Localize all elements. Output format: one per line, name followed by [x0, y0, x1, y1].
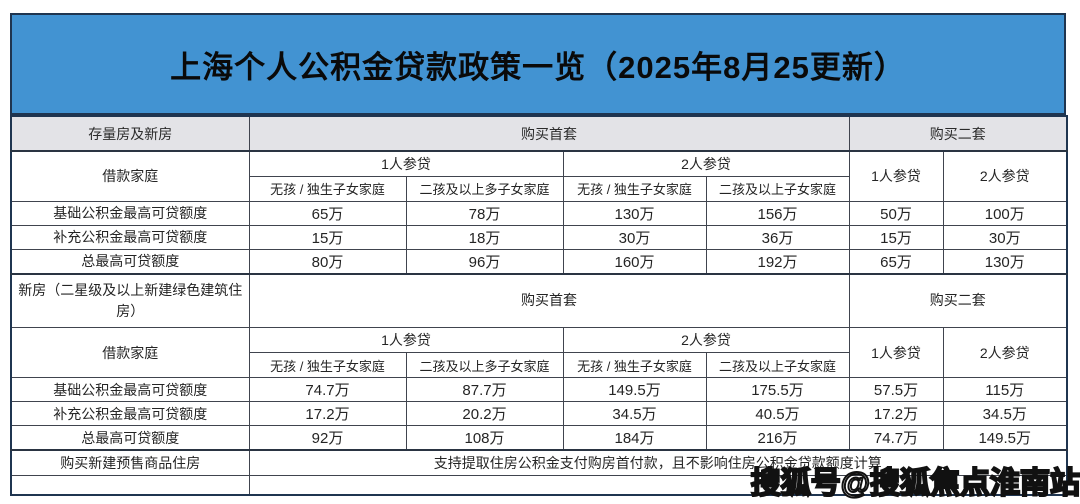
value-cell: 149.5万: [942, 425, 1068, 451]
family-type-cell: 无孩 / 独生子女家庭: [248, 175, 407, 202]
table-row: 无孩 / 独生子女家庭 二孩及以上多子女家庭 无孩 / 独生子女家庭 二孩及以上…: [11, 175, 1067, 202]
value-cell: 130万: [562, 200, 707, 226]
value-cell: 50万: [848, 200, 944, 226]
row-label-cell: 补充公积金最高可贷额度: [10, 224, 250, 250]
one-person-cell: 1人参贷: [848, 327, 944, 378]
family-type-cell: 无孩 / 独生子女家庭: [562, 175, 707, 202]
table-row: 补充公积金最高可贷额度 17.2万 20.2万 34.5万 40.5万 17.2…: [10, 401, 1068, 426]
table-row: 购买新建预售商品住房 支持提取住房公积金支付购房首付款，且不影响住房公积金贷款额…: [10, 449, 1068, 476]
value-cell: 74.7万: [248, 377, 407, 402]
value-cell: 96万: [405, 248, 564, 274]
borrower-cell: 借款家庭: [10, 327, 250, 378]
value-cell: 57.5万: [848, 377, 944, 402]
value-cell: 87.7万: [405, 377, 564, 402]
value-cell: 184万: [562, 425, 707, 451]
page-title: 上海个人公积金贷款政策一览（2025年8月25更新）: [10, 13, 1066, 115]
two-person-cell: 2人参贷: [942, 327, 1068, 378]
one-person-cell: 1人参贷: [248, 150, 564, 177]
row-label-cell: 基础公积金最高可贷额度: [10, 200, 250, 226]
presale-label-cell: 购买新建预售商品住房: [10, 449, 250, 476]
value-cell: 192万: [705, 248, 850, 274]
two-person-cell: 2人参贷: [562, 150, 850, 177]
table-row: 无孩 / 独生子女家庭 二孩及以上多子女家庭 无孩 / 独生子女家庭 二孩及以上…: [11, 352, 1067, 378]
empty-cell: [248, 474, 1068, 496]
value-cell: 36万: [705, 224, 850, 250]
value-cell: 40.5万: [705, 401, 850, 426]
table-row: 借款家庭 1人参贷 2人参贷 1人参贷 2人参贷: [10, 150, 1068, 202]
value-cell: 30万: [562, 224, 707, 250]
buy-first-header-cell: 购买首套: [248, 115, 850, 152]
value-cell: 78万: [405, 200, 564, 226]
value-cell: 108万: [405, 425, 564, 451]
table-row: 存量房及新房 购买首套 购买二套: [10, 115, 1068, 152]
value-cell: 17.2万: [848, 401, 944, 426]
value-cell: 34.5万: [942, 401, 1068, 426]
value-cell: 156万: [705, 200, 850, 226]
policy-table: 存量房及新房 购买首套 购买二套 借款家庭 1人参贷 2人参贷 1人参贷 2人参…: [10, 115, 1068, 496]
one-person-cell: 1人参贷: [848, 150, 944, 202]
family-type-cell: 无孩 / 独生子女家庭: [562, 352, 707, 378]
value-cell: 30万: [942, 224, 1068, 250]
value-cell: 100万: [942, 200, 1068, 226]
value-cell: 20.2万: [405, 401, 564, 426]
buy-second-header-cell: 购买二套: [848, 272, 1068, 328]
value-cell: 115万: [942, 377, 1068, 402]
table-row: 新房（二星级及以上新建绿色建筑住房） 购买首套 购买二套: [10, 272, 1068, 328]
two-person-cell: 2人参贷: [942, 150, 1068, 202]
family-type-cell: 二孩及以上多子女家庭: [405, 175, 564, 202]
table-row: 借款家庭 1人参贷 2人参贷 1人参贷 2人参贷: [10, 327, 1068, 378]
table-row: 基础公积金最高可贷额度 74.7万 87.7万 149.5万 175.5万 57…: [10, 377, 1068, 402]
two-person-cell: 2人参贷: [562, 327, 850, 353]
table-row: 总最高可贷额度 92万 108万 184万 216万 74.7万 149.5万: [10, 425, 1068, 451]
family-type-cell: 二孩及以上多子女家庭: [405, 352, 564, 378]
table-row: 补充公积金最高可贷额度 15万 18万 30万 36万 15万 30万: [10, 224, 1068, 250]
family-type-cell: 二孩及以上子女家庭: [705, 352, 850, 378]
empty-cell: [10, 474, 250, 496]
family-type-cell: 二孩及以上子女家庭: [705, 175, 850, 202]
value-cell: 130万: [942, 248, 1068, 274]
section1-header-cell: 存量房及新房: [10, 115, 250, 152]
value-cell: 149.5万: [562, 377, 707, 402]
value-cell: 80万: [248, 248, 407, 274]
value-cell: 216万: [705, 425, 850, 451]
table-row: 基础公积金最高可贷额度 65万 78万 130万 156万 50万 100万: [10, 200, 1068, 226]
value-cell: 18万: [405, 224, 564, 250]
value-cell: 92万: [248, 425, 407, 451]
value-cell: 15万: [848, 224, 944, 250]
buy-first-header-cell: 购买首套: [248, 272, 850, 328]
section2-header-cell: 新房（二星级及以上新建绿色建筑住房）: [10, 272, 250, 328]
row-label-cell: 总最高可贷额度: [10, 248, 250, 274]
buy-second-header-cell: 购买二套: [848, 115, 1068, 152]
value-cell: 17.2万: [248, 401, 407, 426]
row-label-cell: 总最高可贷额度: [10, 425, 250, 451]
presale-note-cell: 支持提取住房公积金支付购房首付款，且不影响住房公积金贷款额度计算: [248, 449, 1068, 476]
value-cell: 175.5万: [705, 377, 850, 402]
value-cell: 74.7万: [848, 425, 944, 451]
value-cell: 34.5万: [562, 401, 707, 426]
value-cell: 65万: [248, 200, 407, 226]
value-cell: 160万: [562, 248, 707, 274]
borrower-cell: 借款家庭: [10, 150, 250, 202]
value-cell: 65万: [848, 248, 944, 274]
table-row: [10, 474, 1068, 496]
row-label-cell: 基础公积金最高可贷额度: [10, 377, 250, 402]
family-type-cell: 无孩 / 独生子女家庭: [248, 352, 407, 378]
row-label-cell: 补充公积金最高可贷额度: [10, 401, 250, 426]
table-row: 总最高可贷额度 80万 96万 160万 192万 65万 130万: [10, 248, 1068, 274]
one-person-cell: 1人参贷: [248, 327, 564, 353]
value-cell: 15万: [248, 224, 407, 250]
